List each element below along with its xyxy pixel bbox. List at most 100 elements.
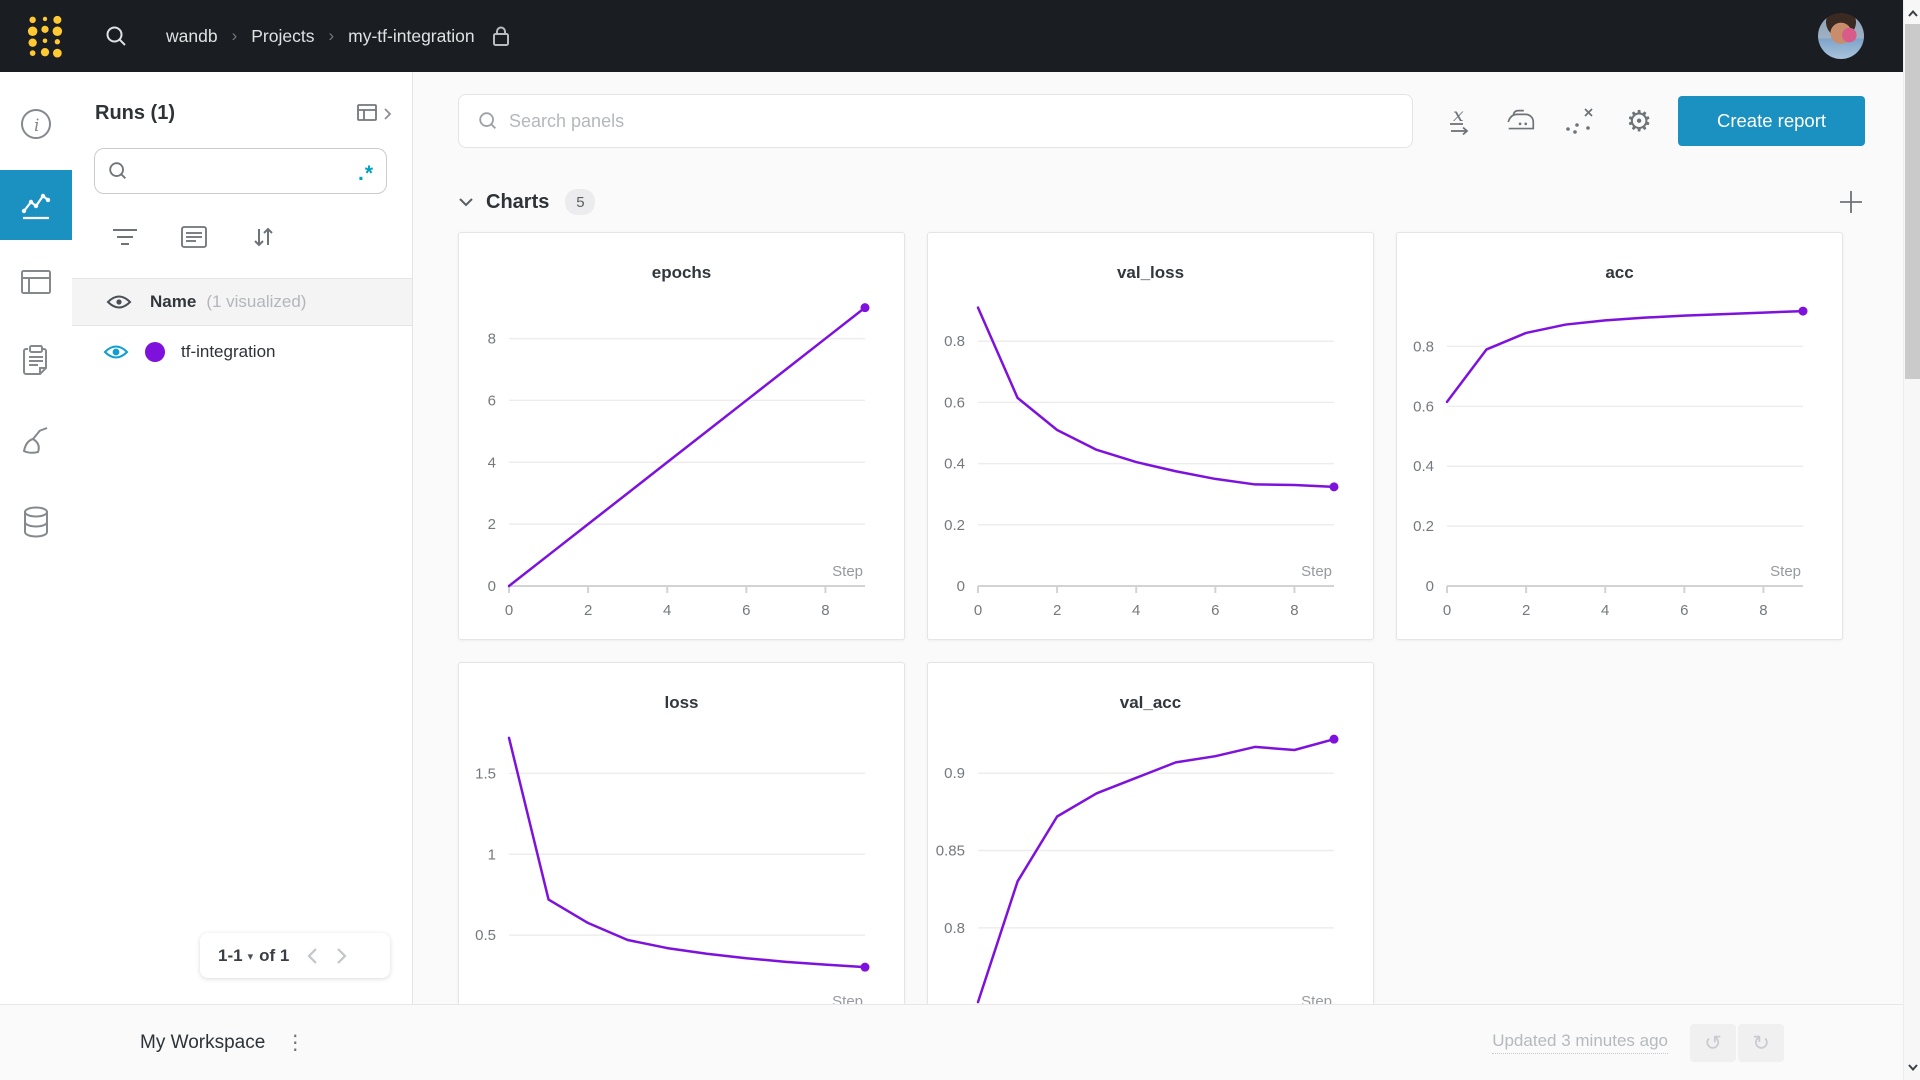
group-list-icon[interactable] (177, 220, 211, 254)
page-scrollbar[interactable] (1903, 0, 1920, 1080)
regex-toggle-button[interactable]: .* (358, 163, 374, 179)
svg-text:1.5: 1.5 (475, 765, 496, 782)
chart-panel-acc[interactable]: 00.20.40.60.802468Step acc (1396, 232, 1843, 640)
breadcrumb-entity[interactable]: wandb (166, 26, 218, 47)
sidebar-item-table[interactable] (0, 254, 72, 310)
svg-text:0.6: 0.6 (1413, 398, 1434, 415)
svg-text:6: 6 (1211, 602, 1219, 619)
scroll-down-icon[interactable] (1904, 1056, 1920, 1078)
svg-text:0: 0 (957, 578, 965, 595)
svg-text:Step: Step (832, 993, 863, 1004)
svg-text:4: 4 (663, 602, 671, 619)
updated-timestamp[interactable]: Updated 3 minutes ago (1492, 1031, 1668, 1054)
chart-title: epochs (459, 263, 904, 283)
charts-grid: 0246802468Step epochs 00.20.40.60.802468… (458, 232, 1848, 1004)
svg-text:4: 4 (488, 454, 496, 471)
svg-text:0.2: 0.2 (1413, 518, 1434, 535)
info-icon: i (19, 107, 53, 141)
svg-text:0.8: 0.8 (1413, 338, 1434, 355)
visibility-eye-icon[interactable] (103, 343, 129, 361)
sidebar-item-reports[interactable] (0, 332, 72, 388)
chart-panel-loss[interactable]: 0.511.502468Step loss (458, 662, 905, 1004)
wandb-logo-icon[interactable] (26, 13, 64, 59)
search-icon[interactable] (104, 24, 128, 48)
add-panel-button[interactable] (1837, 188, 1865, 216)
clipboard-icon (20, 343, 52, 377)
svg-text:0.2: 0.2 (944, 517, 965, 534)
next-page-button[interactable] (336, 947, 347, 965)
create-report-button[interactable]: Create report (1678, 96, 1865, 146)
svg-text:0.4: 0.4 (1413, 458, 1434, 475)
sort-icon[interactable] (246, 220, 280, 254)
user-avatar[interactable] (1818, 13, 1864, 59)
svg-text:Step: Step (1770, 563, 1801, 580)
chart-title: val_loss (928, 263, 1373, 283)
svg-text:1: 1 (488, 846, 496, 863)
breadcrumb-project-name[interactable]: my-tf-integration (348, 26, 474, 47)
svg-text:0.8: 0.8 (944, 920, 965, 937)
previous-page-button[interactable] (307, 947, 318, 965)
scroll-up-icon[interactable] (1904, 2, 1920, 24)
sidebar-item-artifacts[interactable] (0, 494, 72, 550)
svg-text:2: 2 (1522, 602, 1530, 619)
outliers-scatter-icon[interactable] (1563, 104, 1597, 138)
undo-button[interactable]: ↺ (1690, 1024, 1736, 1062)
svg-text:2: 2 (488, 516, 496, 533)
breadcrumb-projects[interactable]: Projects (251, 26, 314, 47)
eye-icon[interactable] (106, 294, 132, 310)
redo-button[interactable]: ↻ (1738, 1024, 1784, 1062)
scrollbar-thumb[interactable] (1905, 24, 1920, 379)
lock-icon (491, 25, 511, 47)
svg-text:6: 6 (742, 602, 750, 619)
chart-panel-val-loss[interactable]: 00.20.40.60.802468Step val_loss (927, 232, 1374, 640)
filter-icon[interactable] (108, 220, 142, 254)
section-collapse-chevron-icon[interactable] (458, 197, 474, 207)
breadcrumb-separator: › (232, 26, 238, 46)
chevron-down-icon[interactable]: ▾ (248, 950, 254, 963)
svg-text:0.6: 0.6 (944, 394, 965, 411)
svg-text:8: 8 (488, 331, 496, 348)
svg-text:0: 0 (488, 578, 496, 595)
svg-text:x: x (1453, 104, 1464, 126)
sidebar-item-workspace[interactable] (0, 170, 72, 240)
run-name-label[interactable]: tf-integration (181, 342, 276, 362)
chart-panel-epochs[interactable]: 0246802468Step epochs (458, 232, 905, 640)
section-title[interactable]: Charts (486, 191, 549, 214)
svg-text:Step: Step (1301, 563, 1332, 580)
chart-panel-val-acc[interactable]: 0.80.850.902468Step val_acc (927, 662, 1374, 1004)
column-name-label[interactable]: Name (150, 292, 196, 312)
svg-text:0.4: 0.4 (944, 456, 965, 473)
panel-search-input[interactable] (509, 111, 1394, 132)
runs-pagination: 1-1 ▾ of 1 (200, 933, 390, 978)
workspace-footer: My Workspace ⋮ Updated 3 minutes ago ↺ ↻ (0, 1004, 1920, 1080)
svg-text:2: 2 (584, 602, 592, 619)
panel-count-badge: 5 (565, 189, 595, 215)
top-navbar: wandb › Projects › my-tf-integration (0, 0, 1920, 72)
svg-text:0: 0 (1443, 602, 1451, 619)
svg-text:i: i (34, 116, 39, 136)
pagination-range[interactable]: 1-1 (218, 946, 243, 966)
workspace-main: x (413, 72, 1920, 1004)
database-icon (21, 505, 51, 539)
svg-text:8: 8 (821, 602, 829, 619)
workspace-name-label[interactable]: My Workspace (140, 1032, 265, 1054)
sidebar-item-sweeps[interactable] (0, 414, 72, 470)
svg-text:4: 4 (1132, 602, 1140, 619)
svg-text:6: 6 (488, 392, 496, 409)
x-axis-settings-icon[interactable]: x (1445, 104, 1479, 138)
svg-text:0: 0 (974, 602, 982, 619)
run-row[interactable]: tf-integration (72, 326, 412, 378)
runs-search-input[interactable] (137, 162, 358, 180)
chart-title: acc (1397, 263, 1842, 283)
runs-sidebar: Runs (1) .* (72, 72, 413, 1004)
smoothing-iron-icon[interactable] (1504, 104, 1538, 138)
expand-runs-table-button[interactable] (357, 104, 392, 124)
svg-text:0.8: 0.8 (944, 333, 965, 350)
svg-text:0: 0 (505, 602, 513, 619)
sidebar-item-overview[interactable]: i (0, 96, 72, 152)
gear-icon[interactable]: ⚙ (1622, 104, 1656, 138)
kebab-menu-icon[interactable]: ⋮ (285, 1030, 305, 1055)
svg-text:0.85: 0.85 (936, 843, 965, 860)
search-icon (107, 160, 129, 182)
svg-text:Step: Step (1301, 993, 1332, 1004)
